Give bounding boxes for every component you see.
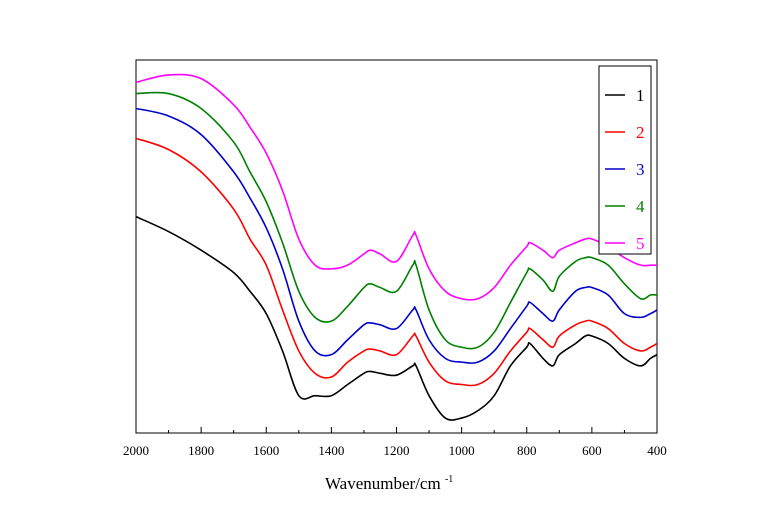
x-tick-label: 1600 (253, 443, 279, 458)
x-tick-label: 400 (647, 443, 667, 458)
x-tick-label: 1000 (449, 443, 475, 458)
x-ticks (135, 427, 658, 433)
legend-label-3: 3 (636, 160, 645, 179)
legend-label-5: 5 (636, 234, 645, 253)
x-tick-label: 2000 (123, 443, 149, 458)
legend-items: 1 2 3 4 5 (605, 86, 645, 253)
x-tick-label: 800 (517, 443, 537, 458)
legend-box (598, 65, 652, 255)
series-line-5 (135, 73, 657, 301)
legend: 1 2 3 4 5 (598, 65, 652, 255)
legend-label-2: 2 (636, 123, 645, 142)
x-tick-label: 600 (582, 443, 602, 458)
series-line-3 (135, 107, 658, 364)
series-line-4 (135, 91, 658, 350)
x-tick-label: 1400 (318, 443, 344, 458)
x-axis-title-main: Wavenumber/cm (325, 474, 441, 493)
series-line-2 (135, 137, 658, 387)
legend-label-1: 1 (636, 86, 645, 105)
x-axis-title-superscript: -1 (445, 474, 453, 485)
legend-label-4: 4 (636, 197, 645, 216)
series-line-1 (135, 215, 658, 421)
x-tick-label: 1800 (188, 443, 214, 458)
x-axis-title: Wavenumber/cm -1 (325, 474, 453, 493)
plot-frame (135, 59, 658, 434)
x-tick-labels: 2000 1800 1600 1400 1200 1000 800 600 400 (123, 443, 667, 458)
series-layer (135, 73, 658, 421)
x-tick-label: 1200 (384, 443, 410, 458)
